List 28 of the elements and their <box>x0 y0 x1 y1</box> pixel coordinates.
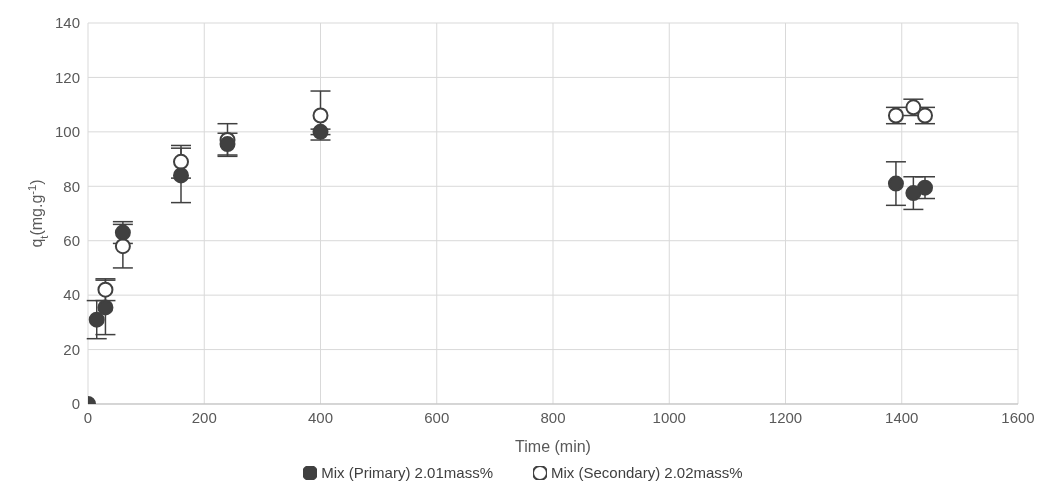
point <box>114 238 131 255</box>
x-tick-label: 400 <box>307 408 334 426</box>
point <box>312 123 329 140</box>
x-tick-label: 1400 <box>885 408 919 426</box>
point <box>173 167 189 184</box>
point <box>905 185 922 202</box>
x-tick-label: 1000 <box>652 408 686 426</box>
point <box>887 175 904 192</box>
x-tick-label: 600 <box>424 408 450 426</box>
y-tick-label: 140 <box>54 14 80 32</box>
x-tick-label: 200 <box>191 408 217 426</box>
legend-label: Mix (Primary) 2.01mass% <box>320 464 493 481</box>
point <box>312 107 329 124</box>
y-tick-label: 60 <box>63 232 80 250</box>
y-tick-label: 40 <box>63 286 80 304</box>
y-tick-label: 100 <box>54 123 80 141</box>
x-tick-label: 800 <box>540 408 566 426</box>
x-axis-title: Time (min) <box>515 438 591 455</box>
y-tick-label: 120 <box>54 68 80 86</box>
point <box>88 311 105 328</box>
y-tick-label: 20 <box>63 340 80 358</box>
legend-label: Mix (Secondary) 2.02mass% <box>549 464 743 481</box>
x-tick-label: 1200 <box>768 408 803 426</box>
y-tick-label: 0 <box>71 395 80 413</box>
x-tick-label: 1600 <box>1001 408 1035 426</box>
point <box>173 153 189 170</box>
x-tick-label: 0 <box>83 408 93 426</box>
y-tick-label: 80 <box>63 177 80 195</box>
